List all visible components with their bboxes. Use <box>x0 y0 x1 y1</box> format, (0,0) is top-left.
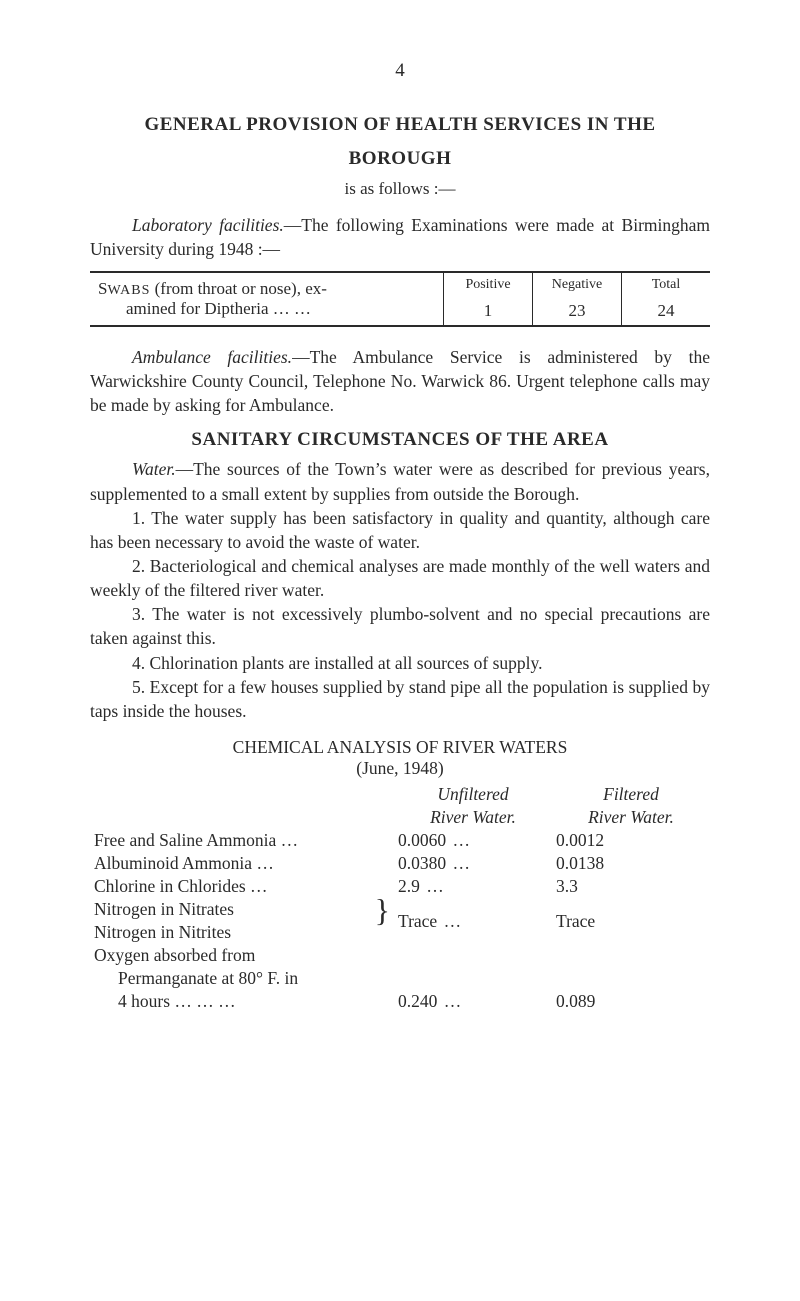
chem-row-label: Albuminoid Ammonia … <box>90 852 368 875</box>
swabs-head-negative: Negative <box>533 272 622 297</box>
chemical-subtitle: (June, 1948) <box>90 758 710 779</box>
dots: … <box>437 911 463 931</box>
heading-main-line1: GENERAL PROVISION OF HEALTH SERVICES IN … <box>90 110 710 140</box>
point-2: 2. Bacteriological and chemical analyses… <box>90 554 710 602</box>
swabs-row-label: SWABS (from throat or nose), ex- amined … <box>90 272 444 326</box>
sanitary-heading: SANITARY CIRCUMSTANCES OF THE AREA <box>90 429 710 451</box>
chem-row-f: 0.0138 <box>552 852 710 875</box>
chem-head-unfiltered-1: Unfiltered <box>394 783 552 806</box>
chem-row-f: 0.0012 <box>552 829 710 852</box>
swabs-val-total: 24 <box>622 297 711 326</box>
heading-main-line2: BOROUGH <box>90 144 710 174</box>
document-page: 4 GENERAL PROVISION OF HEALTH SERVICES I… <box>0 0 800 1301</box>
nitrates-label: Nitrogen in Nitrates <box>90 898 368 921</box>
dots: … <box>446 830 472 850</box>
chem-row-oxy-1: Oxygen absorbed from <box>90 944 710 967</box>
swabs-header-row: SWABS (from throat or nose), ex- amined … <box>90 272 710 297</box>
chem-row-f: 3.3 <box>552 875 710 898</box>
chem-head-filtered-1: Filtered <box>552 783 710 806</box>
oxy-unfiltered: 0.240 <box>398 991 437 1011</box>
chem-row-label: Free and Saline Ammonia … <box>90 829 368 852</box>
ambulance-paragraph: Ambulance facilities.—The Ambulance Serv… <box>90 345 710 417</box>
chem-row-2: Chlorine in Chlorides … 2.9 … 3.3 <box>90 875 710 898</box>
chem-row-label: Chlorine in Chlorides … <box>90 875 368 898</box>
dots: … <box>437 991 463 1011</box>
chem-head-row-1: Unfiltered Filtered <box>90 783 710 806</box>
laboratory-intro-italic: Laboratory facilities. <box>132 215 284 235</box>
swabs-head-total: Total <box>622 272 711 297</box>
oxy-line3: 4 hours … … … <box>90 990 368 1013</box>
chem-head-filtered-2: River Water. <box>552 806 710 829</box>
trace-filtered: Trace <box>552 898 710 944</box>
water-italic: Water. <box>132 459 176 479</box>
ambulance-italic: Ambulance facilities. <box>132 347 292 367</box>
chem-row-1: Albuminoid Ammonia … 0.0380 … 0.0138 <box>90 852 710 875</box>
brace-icon: } <box>375 894 390 926</box>
swabs-val-positive: 1 <box>444 297 533 326</box>
chem-row-u: 0.0060 <box>398 830 446 850</box>
water-paragraph: Water.—The sources of the Town’s water w… <box>90 457 710 505</box>
point-5: 5. Except for a few houses supplied by s… <box>90 675 710 723</box>
chem-row-u: 0.0380 <box>398 853 446 873</box>
is-as-follows: is as follows :— <box>90 179 710 199</box>
chem-head-unfiltered-2: River Water. <box>394 806 552 829</box>
laboratory-intro: Laboratory facilities.—The following Exa… <box>90 213 710 261</box>
chem-row-oxy-3: 4 hours … … … 0.240 … 0.089 <box>90 990 710 1013</box>
trace-unfiltered: Trace <box>398 911 437 931</box>
chemical-table: Unfiltered Filtered River Water. River W… <box>90 783 710 1013</box>
point-4: 4. Chlorination plants are installed at … <box>90 651 710 675</box>
nitrites-label: Nitrogen in Nitrites <box>90 921 368 944</box>
swabs-table: SWABS (from throat or nose), ex- amined … <box>90 271 710 327</box>
point-3: 3. The water is not excessively plumbo-s… <box>90 602 710 650</box>
oxy-line2: Permanganate at 80° F. in <box>90 967 368 990</box>
swabs-label-rest: (from throat or nose), ex- <box>150 279 327 298</box>
chem-head-row-2: River Water. River Water. <box>90 806 710 829</box>
point-1: 1. The water supply has been satisfactor… <box>90 506 710 554</box>
swabs-label-smallcaps: WABS <box>107 283 150 298</box>
oxy-filtered: 0.089 <box>552 990 710 1013</box>
dots: … <box>420 876 446 896</box>
chem-row-u: 2.9 <box>398 876 420 896</box>
water-rest: —The sources of the Town’s water were as… <box>90 459 710 503</box>
swabs-val-negative: 23 <box>533 297 622 326</box>
chem-row-oxy-2: Permanganate at 80° F. in <box>90 967 710 990</box>
chemical-title: CHEMICAL ANALYSIS OF RIVER WATERS <box>90 737 710 758</box>
swabs-head-positive: Positive <box>444 272 533 297</box>
dots: … <box>446 853 472 873</box>
page-number: 4 <box>90 60 710 82</box>
chem-row-0: Free and Saline Ammonia … 0.0060 … 0.001… <box>90 829 710 852</box>
chem-row-nitrates: Nitrogen in Nitrates } Trace … Trace <box>90 898 710 921</box>
swabs-label-line2: amined for Diptheria … … <box>98 299 311 318</box>
oxy-line1: Oxygen absorbed from <box>90 944 368 967</box>
